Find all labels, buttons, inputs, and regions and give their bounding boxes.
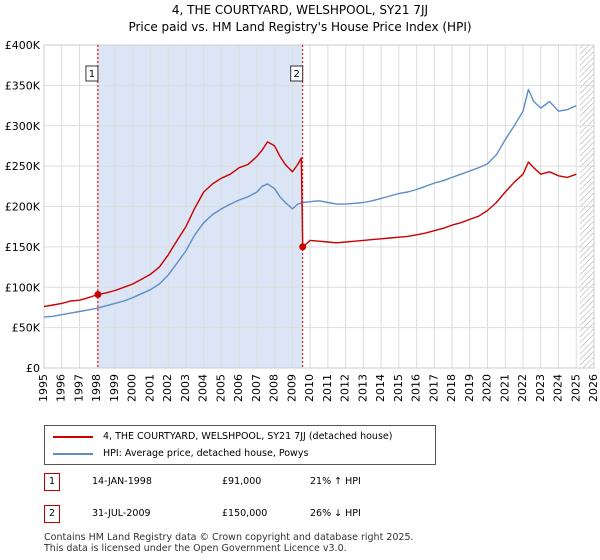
chart-title-line1: 4, THE COURTYARD, WELSHPOOL, SY21 7JJ <box>171 3 429 17</box>
x-tick-label: 2010 <box>303 374 316 402</box>
x-tick-label: 2011 <box>321 374 334 402</box>
x-tick-label: 2004 <box>197 374 210 402</box>
footer-copyright: Contains HM Land Registry data © Crown c… <box>44 532 414 543</box>
x-tick-label: 2026 <box>587 374 600 402</box>
y-tick-label: £350K <box>5 79 41 92</box>
legend-swatch-hpi <box>53 453 93 455</box>
sale-hpi-1: 21% ↑ HPI <box>310 476 361 487</box>
sale-marker-label: 1 <box>89 69 95 80</box>
x-tick-label: 2000 <box>126 374 139 402</box>
sale-marker-box <box>85 65 99 82</box>
x-tick-label: 2012 <box>339 374 352 402</box>
x-tick-label: 2003 <box>179 374 192 402</box>
legend-label-property: 4, THE COURTYARD, WELSHPOOL, SY21 7JJ (d… <box>103 431 393 442</box>
x-tick-label: 2019 <box>463 374 476 402</box>
sale-point <box>299 243 307 251</box>
x-tick-label: 1995 <box>37 374 50 402</box>
x-tick-label: 2022 <box>516 374 529 402</box>
y-tick-label: £50K <box>12 322 41 335</box>
x-tick-label: 2008 <box>268 374 281 402</box>
x-tick-label: 2009 <box>285 374 298 402</box>
x-tick-label: 1998 <box>90 374 103 402</box>
plot-frame <box>43 44 595 369</box>
sale-badge-2: 2 <box>44 505 60 523</box>
y-tick-label: £150K <box>5 241 41 254</box>
legend-label-hpi: HPI: Average price, detached house, Powy… <box>103 448 309 459</box>
x-tick-label: 2020 <box>481 374 494 402</box>
x-tick-label: 2006 <box>232 374 245 402</box>
x-tick-label: 2021 <box>498 374 511 402</box>
x-tick-label: 2025 <box>569 374 582 402</box>
hpi-line <box>43 88 577 318</box>
x-tick-label: 2013 <box>356 374 369 402</box>
price-chart: £0 £50K £100K £150K £200K £250K £300K £350K £400… <box>5 39 600 402</box>
x-tick-label: 2001 <box>143 374 156 402</box>
sale-point <box>94 291 102 299</box>
x-tick-label: 2024 <box>552 374 565 402</box>
sale-marker-label: 2 <box>293 69 299 80</box>
x-tick-label: 1997 <box>72 374 85 402</box>
sale-badge-1: 1 <box>44 473 60 491</box>
sale-price-1: £91,000 <box>222 476 262 487</box>
chart-legend: 4, THE COURTYARD, WELSHPOOL, SY21 7JJ (d… <box>44 425 436 465</box>
y-tick-label: £300K <box>5 120 41 133</box>
sale-price-2: £150,000 <box>222 508 268 519</box>
chart-title-line2: Price paid vs. HM Land Registry's House … <box>128 20 472 34</box>
sale-hpi-2: 26% ↓ HPI <box>310 508 361 519</box>
sale-date-2: 31-JUL-2009 <box>92 508 151 519</box>
y-tick-label: £100K <box>5 281 41 294</box>
x-tick-label: 2005 <box>214 374 227 402</box>
x-tick-label: 2015 <box>392 374 405 402</box>
sale-marker-box <box>290 65 304 82</box>
x-tick-label: 2023 <box>534 374 547 402</box>
x-tick-label: 2002 <box>161 374 174 402</box>
sale-date-1: 14-JAN-1998 <box>92 476 152 487</box>
x-tick-label: 2014 <box>374 374 387 402</box>
x-tick-label: 2018 <box>445 374 458 402</box>
footer-license: This data is licensed under the Open Gov… <box>44 543 347 554</box>
y-tick-label: £0 <box>26 362 40 375</box>
x-tick-label: 1999 <box>108 374 121 402</box>
x-tick-label: 1996 <box>55 374 68 402</box>
y-tick-label: £400K <box>5 39 41 52</box>
x-tick-label: 2016 <box>410 374 423 402</box>
y-tick-label: £250K <box>5 160 41 173</box>
x-tick-label: 2017 <box>427 374 440 402</box>
x-tick-label: 2007 <box>250 374 263 402</box>
legend-swatch-property <box>53 436 93 438</box>
y-tick-label: £200K <box>5 201 41 214</box>
